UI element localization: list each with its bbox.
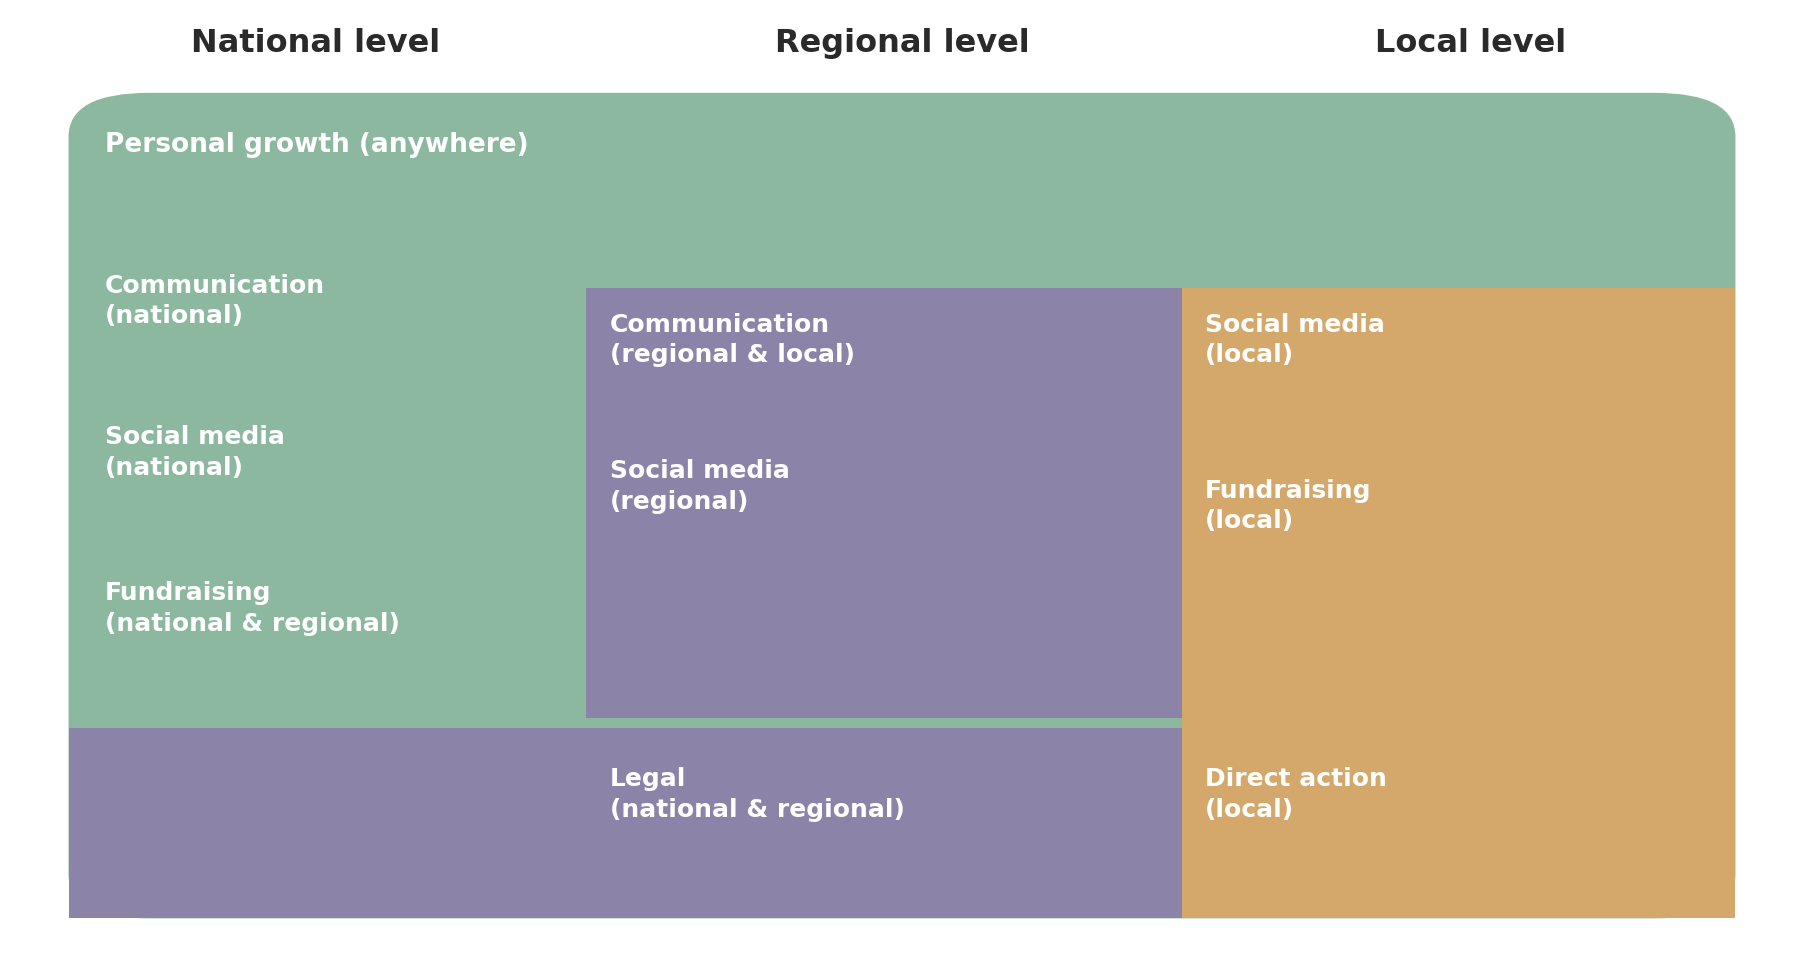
Bar	[69, 728, 1735, 918]
Bar	[586, 288, 1735, 718]
Text: Communication
(regional & local): Communication (regional & local)	[610, 313, 855, 367]
Text: Fundraising
(local): Fundraising (local)	[1205, 479, 1371, 533]
Text: Social media
(national): Social media (national)	[105, 425, 285, 480]
Text: Social media
(local): Social media (local)	[1205, 313, 1385, 367]
Text: Local level: Local level	[1375, 28, 1566, 60]
Text: Fundraising
(national & regional): Fundraising (national & regional)	[105, 581, 399, 636]
Text: Regional level: Regional level	[774, 28, 1030, 60]
Text: Legal
(national & regional): Legal (national & regional)	[610, 767, 904, 822]
FancyBboxPatch shape	[69, 93, 1735, 918]
Bar	[1182, 288, 1735, 918]
Text: Personal growth (anywhere): Personal growth (anywhere)	[105, 132, 529, 158]
Text: National level: National level	[191, 28, 440, 60]
Text: Direct action
(local): Direct action (local)	[1205, 767, 1387, 822]
Text: Communication
(national): Communication (national)	[105, 274, 325, 328]
Text: Social media
(regional): Social media (regional)	[610, 459, 790, 514]
